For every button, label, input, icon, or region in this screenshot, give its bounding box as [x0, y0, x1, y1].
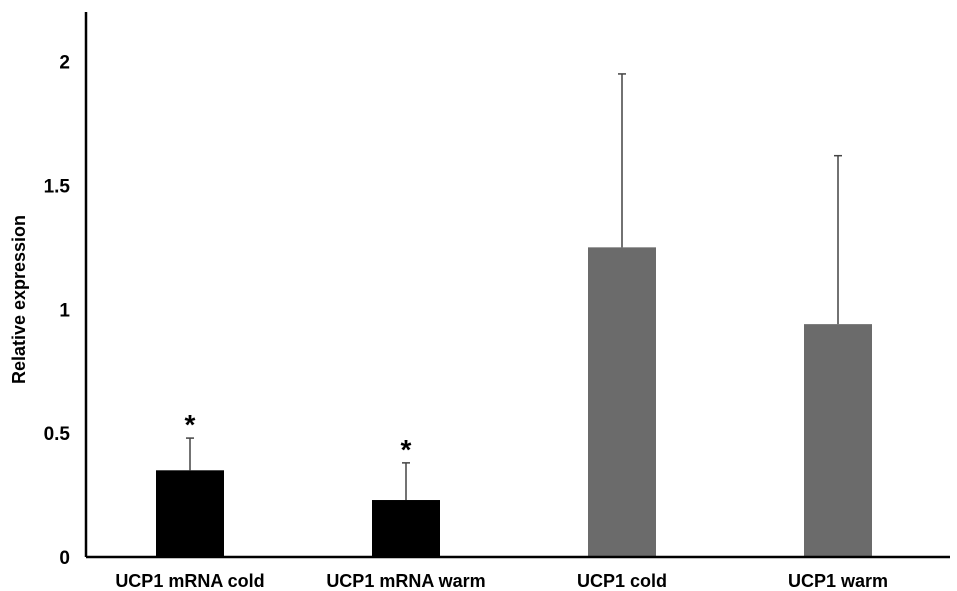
- bar: [372, 500, 440, 557]
- y-tick-label: 0.5: [44, 424, 71, 445]
- annotations-group: **: [185, 409, 412, 465]
- y-axis-label: Relative expression: [9, 215, 29, 384]
- x-tick-label: UCP1 mRNA cold: [115, 571, 264, 591]
- significance-marker: *: [401, 434, 412, 465]
- bar: [804, 324, 872, 557]
- y-axis-label-group: Relative expression: [9, 215, 29, 384]
- significance-marker: *: [185, 409, 196, 440]
- y-tick-label: 1.5: [44, 176, 71, 197]
- bars-group: [156, 247, 872, 557]
- y-axis-ticks: 0 0.5 1 1.5 2: [44, 53, 71, 569]
- y-tick-label: 2: [59, 53, 70, 74]
- x-axis-tick-labels: UCP1 mRNA cold UCP1 mRNA warm UCP1 cold UCP…: [115, 571, 888, 591]
- error-bars-group: [186, 73, 842, 501]
- bar: [588, 247, 656, 557]
- x-tick-label: UCP1 warm: [788, 571, 888, 591]
- x-tick-label: UCP1 mRNA warm: [326, 571, 485, 591]
- y-tick-label: 1: [59, 300, 70, 321]
- x-tick-label: UCP1 cold: [577, 571, 667, 591]
- y-tick-label: 0: [59, 548, 70, 569]
- bar: [156, 470, 224, 557]
